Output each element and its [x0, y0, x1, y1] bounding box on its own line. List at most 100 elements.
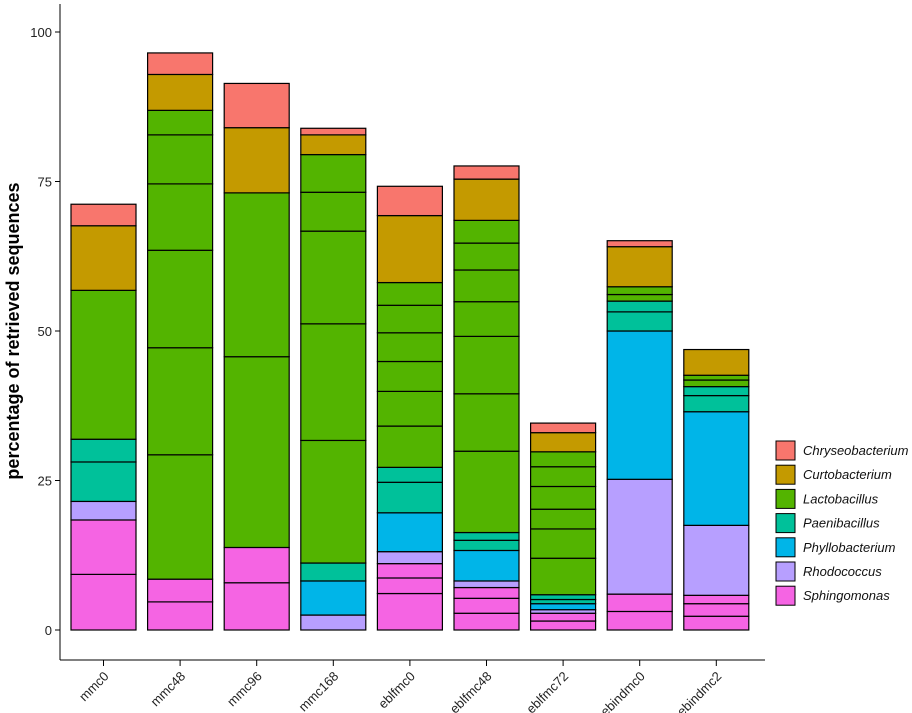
bar-segment — [376, 214, 443, 284]
legend-swatch — [775, 561, 796, 582]
bars — [70, 52, 750, 631]
bar-segment — [376, 592, 443, 631]
bar-segment — [453, 335, 520, 395]
legend-swatch — [775, 537, 796, 558]
bar-segment — [453, 580, 520, 589]
legend-swatch — [775, 513, 796, 534]
legend-label: Sphingomonas — [803, 588, 890, 603]
axes — [59, 4, 765, 661]
bar-segment — [147, 347, 214, 456]
bar-segment — [70, 438, 137, 463]
x-tick-label: ebindmc0 — [597, 669, 647, 713]
bar-segment — [683, 615, 750, 631]
y-tick-label: 25 — [38, 474, 52, 489]
bar-segment — [376, 390, 443, 427]
bar-segment — [300, 614, 367, 631]
bar-segment — [606, 300, 673, 313]
bar-segment — [147, 52, 214, 76]
bar-segment — [606, 478, 673, 595]
bar-segment — [453, 612, 520, 631]
bar-segment — [223, 546, 290, 584]
bar-segment — [147, 454, 214, 580]
y-ticks: 0 25 50 75 100 — [30, 25, 60, 638]
bar-segment — [453, 597, 520, 614]
bar-segment — [70, 500, 137, 521]
x-tick-label: mmc0 — [76, 669, 112, 705]
bar-segment — [683, 348, 750, 376]
bar-segment — [223, 82, 290, 129]
bar-segment — [376, 332, 443, 363]
legend-label: Rhodococcus — [803, 564, 882, 579]
bar-segment — [70, 573, 137, 631]
bar-segment — [529, 528, 597, 559]
bar-segment — [300, 134, 367, 156]
bar-segment — [376, 512, 443, 553]
bar-segment — [147, 134, 214, 185]
bar-segment — [147, 601, 214, 631]
bar-segment — [453, 301, 520, 337]
bar-segment — [529, 508, 597, 530]
bar-segment — [529, 594, 597, 601]
y-tick-label: 50 — [38, 324, 52, 339]
legend-label: Phyllobacterium — [803, 540, 896, 555]
bar-segment — [606, 286, 673, 296]
bar-segment — [376, 304, 443, 334]
bar-segment — [376, 577, 443, 595]
bar-segment — [606, 330, 673, 480]
bar-segment — [147, 183, 214, 251]
x-tick-label: mmc96 — [224, 669, 265, 710]
bar-segment — [529, 451, 597, 468]
bar-segment — [529, 598, 597, 605]
legend-label: Paenibacillus — [803, 516, 880, 531]
bar-segment — [376, 185, 443, 217]
bar-segment — [300, 153, 367, 193]
bar-segment — [453, 165, 520, 180]
bar-segment — [376, 481, 443, 514]
bar-segment — [529, 603, 597, 611]
bar-segment — [70, 461, 137, 503]
bar-segment — [683, 394, 750, 413]
bar-segment — [683, 524, 750, 596]
x-ticks: mmc0 mmc48 mmc96 mmc168 eblfmc0 eblfmc48 eblfm… — [76, 660, 724, 713]
x-tick-label: eblfmc48 — [447, 669, 495, 713]
bar-segment — [376, 551, 443, 565]
bar-segment — [453, 539, 520, 552]
bar-segment — [376, 360, 443, 392]
legend-swatch — [775, 585, 796, 606]
bar-segment — [683, 603, 750, 617]
bar-segment — [529, 557, 597, 596]
bar-segment — [606, 293, 673, 302]
y-tick-label: 100 — [30, 25, 52, 40]
bar-segment — [147, 73, 214, 111]
legend: Chryseobacterium Curtobacterium Lactobacil… — [775, 440, 909, 606]
bar-segment — [300, 439, 367, 564]
legend-label: Curtobacterium — [803, 467, 892, 482]
bar-segment — [529, 612, 597, 622]
bar-segment — [223, 582, 290, 631]
bar-segment — [223, 356, 290, 549]
bar-segment — [453, 393, 520, 452]
y-tick-label: 0 — [45, 623, 52, 638]
bar-segment — [529, 422, 597, 434]
x-tick-label: mmc48 — [147, 669, 188, 710]
bar-segment — [300, 323, 367, 442]
bar-segment — [300, 191, 367, 232]
bar-segment — [683, 379, 750, 388]
bar-segment — [70, 289, 137, 440]
legend-swatch — [775, 488, 796, 509]
bar-segment — [300, 562, 367, 582]
y-tick-label: 75 — [38, 175, 52, 190]
bar-segment — [453, 242, 520, 271]
bar-segment — [147, 578, 214, 603]
bar-segment — [223, 127, 290, 194]
bar-segment — [606, 610, 673, 631]
bar-segment — [606, 246, 673, 288]
bar-segment — [453, 586, 520, 599]
bar-segment — [606, 311, 673, 332]
bar-segment — [529, 466, 597, 488]
legend-swatch — [775, 464, 796, 485]
y-axis-title: percentage of retrieved sequences — [3, 182, 23, 479]
bar-segment — [606, 240, 673, 248]
